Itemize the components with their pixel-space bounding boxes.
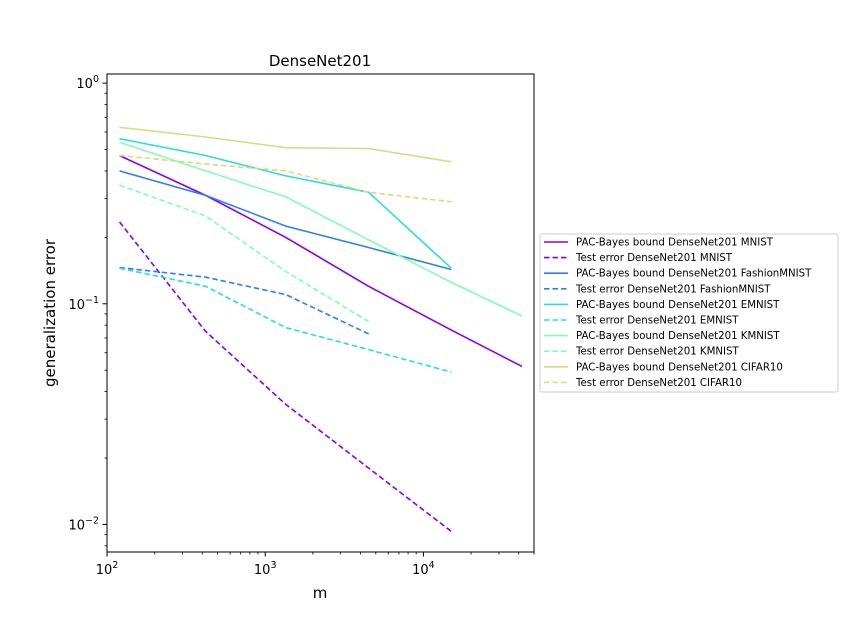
x-tick-label-0: 102 bbox=[96, 560, 119, 578]
legend-frame bbox=[539, 233, 839, 393]
y-tick-label-1: 10−1 bbox=[68, 295, 99, 313]
legend-label-2: PAC-Bayes bound DenseNet201 FashionMNIST bbox=[576, 269, 812, 280]
legend-label-7: Test error DenseNet201 KMNIST bbox=[575, 347, 739, 358]
series-line-0 bbox=[119, 154, 523, 368]
series-line-4 bbox=[119, 137, 452, 269]
legend-label-3: Test error DenseNet201 FashionMNIST bbox=[575, 284, 771, 295]
legend-label-5: Test error DenseNet201 EMNIST bbox=[575, 316, 739, 327]
chart-title: DenseNet201 bbox=[269, 52, 371, 70]
legend-label-1: Test error DenseNet201 MNIST bbox=[575, 253, 733, 264]
x-tick-label-2: 104 bbox=[412, 560, 435, 578]
series-line-7 bbox=[119, 184, 370, 323]
y-axis-label: generalization error bbox=[41, 238, 59, 387]
legend-label-6: PAC-Bayes bound DenseNet201 KMNIST bbox=[576, 331, 780, 342]
plot-area bbox=[106, 73, 535, 553]
series-line-6 bbox=[119, 141, 523, 317]
legend: PAC-Bayes bound DenseNet201 MNIST Test er… bbox=[539, 233, 839, 393]
series-line-1 bbox=[118, 221, 452, 533]
x-tick-label-1: 103 bbox=[254, 560, 277, 578]
y-tick-label-0: 10−2 bbox=[68, 515, 99, 533]
series-layer bbox=[118, 126, 523, 533]
y-tick-label-2: 100 bbox=[76, 74, 99, 92]
legend-label-9: Test error DenseNet201 CIFAR10 bbox=[575, 378, 742, 389]
series-line-3 bbox=[119, 266, 369, 335]
plot-frame bbox=[106, 73, 535, 553]
x-axis-label: m bbox=[313, 584, 328, 602]
legend-label-0: PAC-Bayes bound DenseNet201 MNIST bbox=[576, 238, 774, 249]
legend-items: PAC-Bayes bound DenseNet201 MNIST Test er… bbox=[544, 238, 812, 389]
series-line-8 bbox=[119, 126, 452, 163]
legend-label-4: PAC-Bayes bound DenseNet201 EMNIST bbox=[576, 300, 780, 311]
legend-label-8: PAC-Bayes bound DenseNet201 CIFAR10 bbox=[576, 362, 783, 373]
y-axis: 10−2 10−1 100 bbox=[68, 74, 107, 547]
x-axis: 102 103 104 bbox=[96, 552, 535, 578]
series-line-5 bbox=[119, 267, 452, 373]
